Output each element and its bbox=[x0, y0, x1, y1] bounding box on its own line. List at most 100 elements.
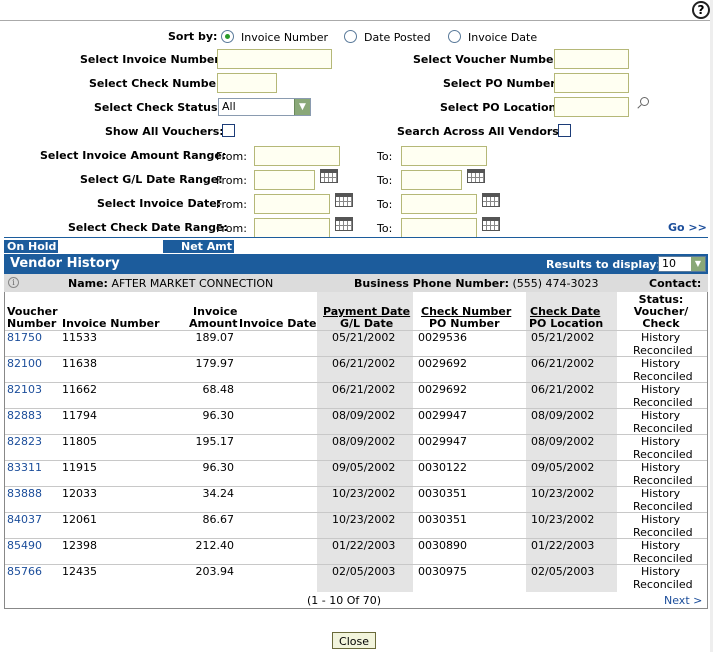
show-all-vouchers-label: Show All Vouchers: bbox=[105, 125, 224, 138]
status-voucher-cell: History bbox=[641, 383, 681, 396]
voucher-number-link[interactable]: 82100 bbox=[7, 357, 42, 370]
voucher-number-link[interactable]: 85490 bbox=[7, 539, 42, 552]
invoice-number-input[interactable] bbox=[217, 49, 332, 69]
po-location-label: Select PO Location: bbox=[440, 101, 561, 114]
voucher-number-link[interactable]: 83888 bbox=[7, 487, 42, 500]
invoice-amount-cell: 86.67 bbox=[202, 513, 235, 526]
payment-date-cell: 10/23/2002 bbox=[332, 513, 396, 526]
invoice-date-to-input[interactable] bbox=[401, 194, 477, 214]
status-voucher-cell: History bbox=[641, 357, 681, 370]
search-all-vendors-checkbox[interactable] bbox=[558, 124, 571, 137]
header-invoice-number: Invoice Number bbox=[62, 317, 160, 330]
invoice-amount-cell: 34.24 bbox=[202, 487, 235, 500]
invoice-number-cell: 12435 bbox=[62, 565, 97, 578]
invoice-amount-cell: 96.30 bbox=[202, 409, 235, 422]
invoice-amount-range-label: Select Invoice Amount Range: bbox=[40, 149, 227, 162]
payment-date-cell: 02/05/2003 bbox=[332, 565, 396, 578]
check-date-cell: 09/05/2002 bbox=[531, 461, 595, 474]
header-status-line2: Voucher/ bbox=[633, 305, 689, 318]
table-row: 83311 11915 96.30 09/05/2002 0030122 09/05/20… bbox=[5, 460, 707, 487]
invoice-number-cell: 11533 bbox=[62, 331, 97, 344]
table-row: 83888 12033 34.24 10/23/2002 0030351 10/23/20… bbox=[5, 486, 707, 513]
status-voucher-cell: History bbox=[641, 513, 681, 526]
net-amt-value bbox=[234, 240, 708, 253]
check-date-from-input[interactable] bbox=[254, 218, 330, 238]
voucher-number-link[interactable]: 83311 bbox=[7, 461, 42, 474]
sort-radio-date-posted[interactable] bbox=[344, 30, 357, 43]
table-row: 81750 11533 189.07 05/21/2002 0029536 05/21/2… bbox=[5, 330, 707, 357]
header-invoice-date: Invoice Date bbox=[239, 317, 317, 330]
status-voucher-cell: History bbox=[641, 539, 681, 552]
table-row: 85766 12435 203.94 02/05/2003 0030975 02/05/2… bbox=[5, 564, 707, 591]
chevron-down-icon[interactable]: ▼ bbox=[691, 257, 705, 271]
calendar-icon[interactable] bbox=[467, 169, 485, 183]
po-location-input[interactable] bbox=[554, 97, 629, 117]
voucher-number-input[interactable] bbox=[554, 49, 629, 69]
header-status-line1: Status: bbox=[638, 293, 684, 306]
header-check-number[interactable]: Check Number bbox=[421, 305, 512, 318]
summary-bar: On Hold Net Amt bbox=[4, 240, 708, 253]
check-number-input[interactable] bbox=[217, 73, 277, 93]
show-all-vouchers-checkbox[interactable] bbox=[222, 124, 235, 137]
voucher-number-link[interactable]: 81750 bbox=[7, 331, 42, 344]
voucher-number-link[interactable]: 82883 bbox=[7, 409, 42, 422]
voucher-number-link[interactable]: 82103 bbox=[7, 383, 42, 396]
gl-date-from-input[interactable] bbox=[254, 170, 315, 190]
pagination-text: (1 - 10 Of 70) bbox=[307, 594, 382, 607]
top-divider bbox=[0, 20, 713, 21]
voucher-number-link[interactable]: 82823 bbox=[7, 435, 42, 448]
vendor-name-value: AFTER MARKET CONNECTION bbox=[111, 277, 274, 290]
invoice-number-cell: 11638 bbox=[62, 357, 97, 370]
calendar-icon[interactable] bbox=[335, 217, 353, 231]
table-row: 82823 11805 195.17 08/09/2002 0029947 08/09/2… bbox=[5, 434, 707, 461]
vendor-history-header: Vendor History Results to display: 10 ▼ bbox=[4, 254, 708, 274]
invoice-date-from-input[interactable] bbox=[254, 194, 330, 214]
search-icon[interactable] bbox=[640, 97, 649, 106]
vendor-contact-label: Contact: bbox=[649, 277, 702, 290]
gl-date-to-input[interactable] bbox=[401, 170, 462, 190]
from-label: From: bbox=[216, 174, 247, 187]
status-check-cell: Reconciled bbox=[633, 422, 693, 435]
invoice-amount-to-input[interactable] bbox=[401, 146, 487, 166]
header-payment-date[interactable]: Payment Date bbox=[323, 305, 411, 318]
payment-date-column-bg bbox=[317, 292, 413, 592]
check-date-cell: 02/05/2003 bbox=[531, 565, 595, 578]
results-to-display-select[interactable]: 10 ▼ bbox=[658, 256, 706, 272]
info-icon[interactable]: i bbox=[8, 277, 19, 288]
go-button[interactable]: Go >> bbox=[668, 221, 707, 234]
header-status-line3: Check bbox=[642, 317, 680, 330]
check-number-cell: 0029692 bbox=[418, 383, 467, 396]
header-check-date[interactable]: Check Date bbox=[530, 305, 601, 318]
check-date-cell: 08/09/2002 bbox=[531, 435, 595, 448]
po-number-input[interactable] bbox=[554, 73, 629, 93]
invoice-amount-from-input[interactable] bbox=[254, 146, 340, 166]
voucher-number-link[interactable]: 84037 bbox=[7, 513, 42, 526]
chevron-down-icon[interactable]: ▼ bbox=[294, 99, 310, 115]
vendor-name-label: Name: bbox=[68, 277, 108, 290]
close-button[interactable]: Close bbox=[332, 632, 376, 649]
calendar-icon[interactable] bbox=[482, 193, 500, 207]
header-voucher-number: Voucher Number bbox=[7, 306, 58, 330]
next-page-link[interactable]: Next > bbox=[664, 594, 703, 607]
help-icon[interactable]: ? bbox=[692, 1, 710, 19]
sort-radio-invoice-date[interactable] bbox=[448, 30, 461, 43]
check-number-cell: 0029692 bbox=[418, 357, 467, 370]
header-invoice-amount-line1: Invoice bbox=[193, 305, 238, 318]
invoice-amount-cell: 203.94 bbox=[195, 565, 235, 578]
check-date-cell: 10/23/2002 bbox=[531, 513, 595, 526]
table-row: 82103 11662 68.48 06/21/2002 0029692 06/21/20… bbox=[5, 382, 707, 409]
check-number-cell: 0029947 bbox=[418, 435, 467, 448]
calendar-icon[interactable] bbox=[482, 217, 500, 231]
invoice-number-label: Select Invoice Number: bbox=[80, 53, 225, 66]
header-voucher-line1: Voucher bbox=[7, 305, 58, 318]
check-number-cell: 0029947 bbox=[418, 409, 467, 422]
sort-radio-invoice-number[interactable] bbox=[221, 30, 234, 43]
to-label: To: bbox=[377, 150, 393, 163]
voucher-number-link[interactable]: 85766 bbox=[7, 565, 42, 578]
check-status-select[interactable]: All ▼ bbox=[218, 98, 311, 116]
calendar-icon[interactable] bbox=[335, 193, 353, 207]
calendar-icon[interactable] bbox=[320, 169, 338, 183]
table-row: 85490 12398 212.40 01/22/2003 0030890 01/22/2… bbox=[5, 538, 707, 565]
window-edge bbox=[710, 0, 713, 652]
check-date-to-input[interactable] bbox=[401, 218, 477, 238]
